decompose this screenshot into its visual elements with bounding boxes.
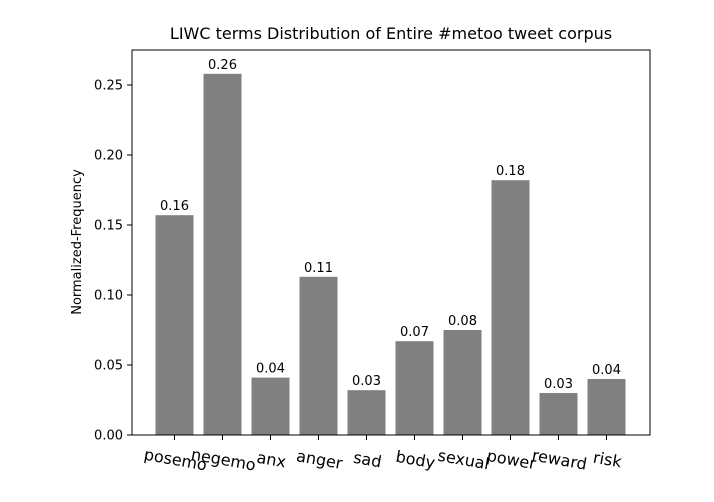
data-label-posemo: 0.16 xyxy=(160,199,189,214)
y-tick-label: 0.00 xyxy=(94,429,123,444)
x-tick-label-body: body xyxy=(394,447,436,473)
data-label-risk: 0.04 xyxy=(592,363,621,378)
x-tick-label-anger: anger xyxy=(295,446,345,473)
data-label-anger: 0.11 xyxy=(304,261,333,276)
x-tick-label-sexual: sexual xyxy=(436,446,490,474)
bar-sad xyxy=(347,390,386,435)
data-label-sexual: 0.08 xyxy=(448,314,477,329)
x-tick-label-risk: risk xyxy=(592,448,624,472)
bar-anx xyxy=(251,377,290,435)
data-label-sad: 0.03 xyxy=(352,374,381,389)
bars-group xyxy=(155,73,626,436)
data-label-body: 0.07 xyxy=(400,325,429,340)
bar-sexual xyxy=(443,330,482,435)
x-tick-label-power: power xyxy=(485,446,537,473)
y-tick-label: 0.20 xyxy=(94,149,123,164)
bar-risk xyxy=(587,379,626,435)
x-tick-label-reward: reward xyxy=(531,445,589,473)
y-tick-label: 0.15 xyxy=(94,219,123,234)
y-axis-label: Normalized-Frequency xyxy=(70,169,85,315)
plot-frame xyxy=(131,49,651,436)
bar-body xyxy=(395,341,434,435)
data-label-anx: 0.04 xyxy=(256,362,285,377)
y-tick-label: 0.10 xyxy=(94,289,123,304)
data-label-reward: 0.03 xyxy=(544,377,573,392)
data-labels-group: 0.16 0.26 0.04 0.11 0.03 0.07 0.08 0.18 0.03 0.04 xyxy=(160,58,621,392)
bar-anger xyxy=(299,276,338,435)
data-label-negemo: 0.26 xyxy=(208,58,237,73)
y-tick-label: 0.05 xyxy=(94,359,123,374)
bar-posemo xyxy=(155,215,194,435)
chart-title: LIWC terms Distribution of Entire #metoo… xyxy=(170,24,612,43)
x-tick-label-anx: anx xyxy=(255,448,287,472)
bar-reward xyxy=(539,393,578,435)
x-tick-label-sad: sad xyxy=(352,448,383,472)
y-axis-ticks: 0.00 0.05 0.10 0.15 0.20 0.25 xyxy=(94,79,132,444)
y-tick-label: 0.25 xyxy=(94,79,123,94)
bar-power xyxy=(491,180,530,435)
data-label-power: 0.18 xyxy=(496,164,525,179)
bar-negemo xyxy=(203,73,242,436)
